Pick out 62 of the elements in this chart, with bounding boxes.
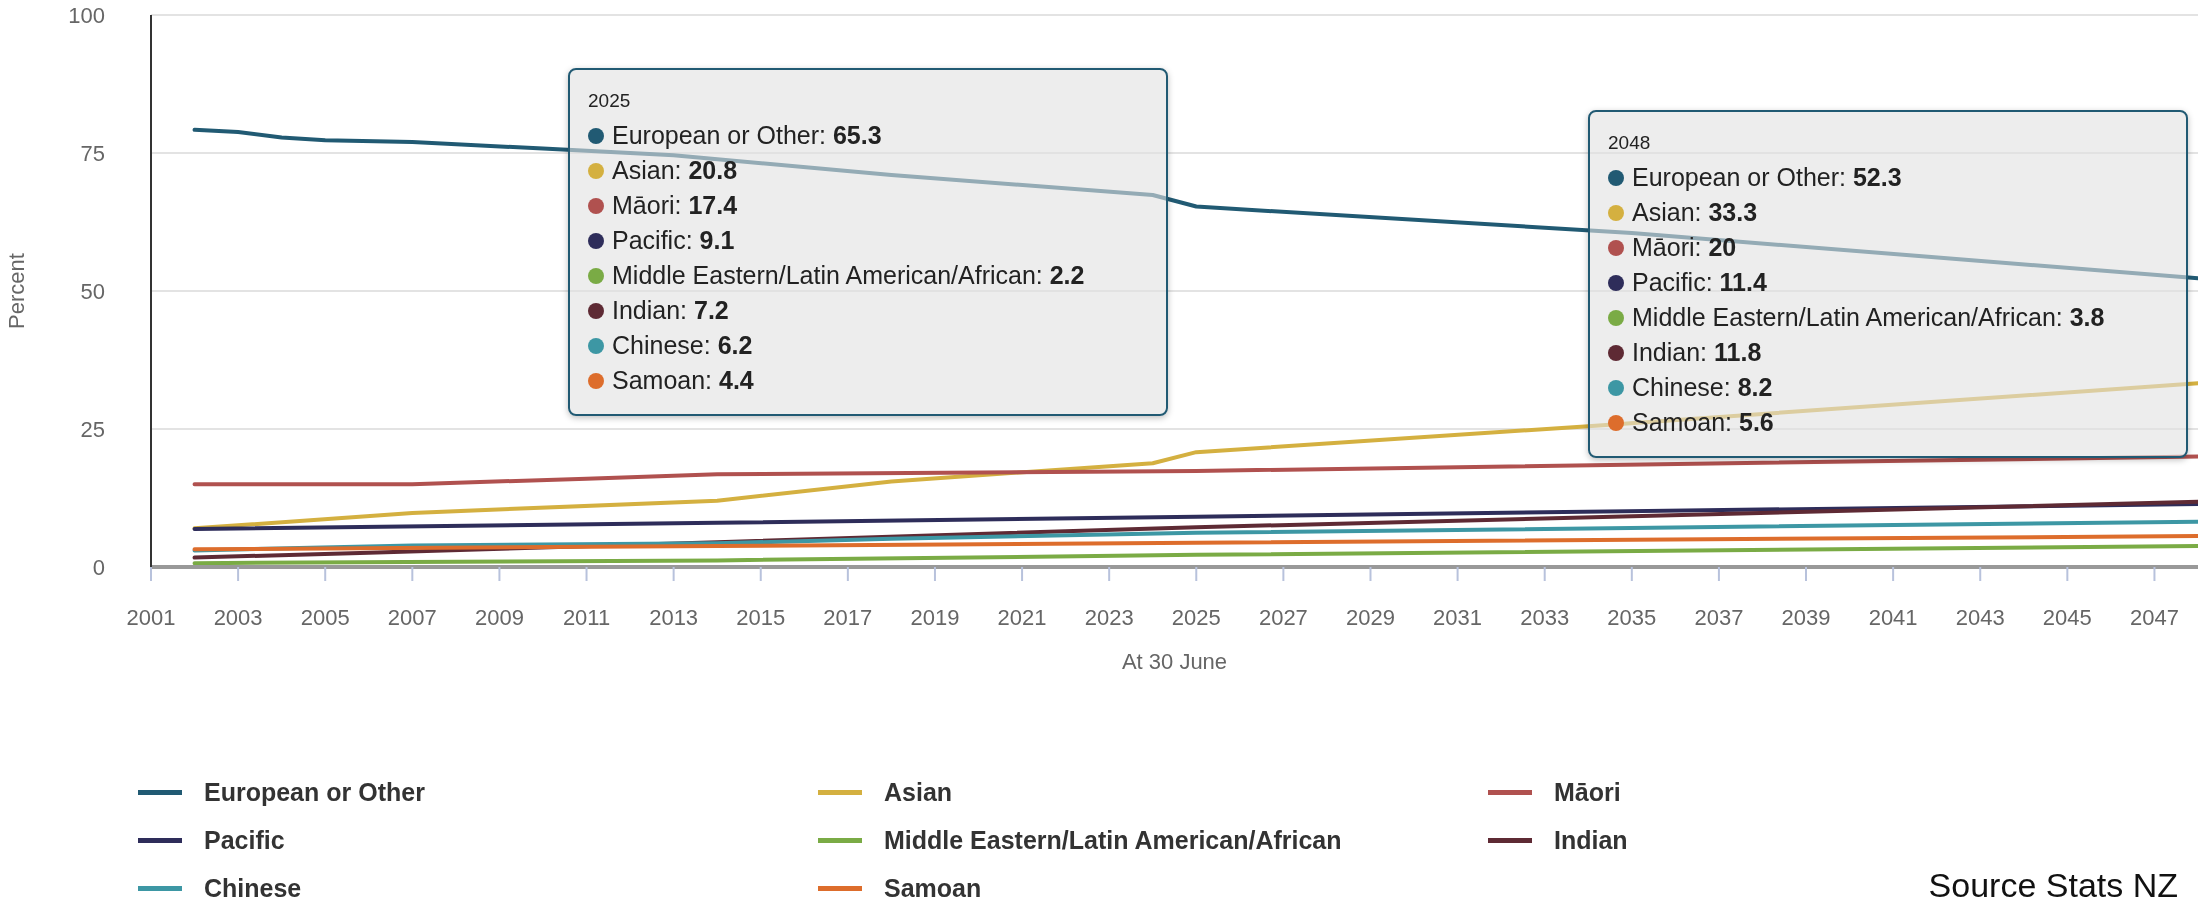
- x-tick-label: 2005: [300, 604, 350, 630]
- x-tick-label: 2023: [1084, 604, 1134, 630]
- x-tick-label: 2037: [1694, 604, 1744, 630]
- legend-label: Middle Eastern/Latin American/African: [883, 826, 1342, 855]
- x-tick-label: 2009: [474, 604, 524, 630]
- y-axis-title: Percent: [3, 253, 29, 329]
- x-tick-label: 2031: [1433, 604, 1483, 630]
- x-tick-label: 2017: [823, 604, 873, 630]
- x-tick-label: 2045: [2042, 604, 2092, 630]
- x-tick-label: 2015: [736, 604, 786, 630]
- y-tick-label: 25: [80, 416, 105, 442]
- line-series: [192, 544, 2198, 566]
- x-tick-label: 2039: [1781, 604, 1831, 630]
- legend-label: Indian: [1553, 826, 1628, 855]
- x-tick-label: 2001: [126, 604, 176, 630]
- y-tick-label: 0: [92, 554, 105, 580]
- source-note: Source Stats NZ: [1928, 866, 2178, 905]
- annotation: Chinese: 6.2: [611, 330, 754, 361]
- legend-label: Asian: [883, 778, 953, 807]
- annotation: 2025: [588, 90, 632, 112]
- annotation: Middle Eastern/Latin American/African: 3.8: [1631, 302, 2106, 333]
- annotation: Pacific: 9.1: [611, 225, 736, 256]
- x-tick-label: 2025: [1171, 604, 1221, 630]
- legend-label: Māori: [1553, 778, 1621, 807]
- annotation: Indian: 11.8: [1631, 337, 1763, 368]
- x-tick-label: 2003: [213, 604, 263, 630]
- y-tick-label: 50: [80, 278, 105, 304]
- x-tick-label: 2047: [2129, 604, 2179, 630]
- annotation: 2048: [1608, 132, 1652, 154]
- annotation: European or Other: 65.3: [611, 120, 883, 151]
- y-tick-label: 75: [80, 140, 105, 166]
- annotation: Pacific: 11.4: [1631, 267, 1768, 298]
- annotation: Māori: 20: [1631, 232, 1738, 263]
- x-tick-label: 2029: [1346, 604, 1395, 630]
- y-tick-label: 100: [68, 2, 105, 28]
- line-series: [192, 534, 2198, 552]
- x-axis-title: At 30 June: [1121, 648, 1228, 674]
- annotation: Middle Eastern/Latin American/African: 2.2: [611, 260, 1086, 291]
- annotation: Asian: 20.8: [611, 155, 739, 186]
- x-tick-label: 2041: [1868, 604, 1918, 630]
- x-tick-label: 2021: [997, 604, 1047, 630]
- x-tick-label: 2011: [562, 604, 611, 630]
- x-tick-label: 2019: [910, 604, 960, 630]
- legend-label: European or Other: [203, 778, 425, 807]
- x-tick-label: 2043: [1955, 604, 2005, 630]
- legend-label: Pacific: [203, 826, 285, 855]
- annotation: Indian: 7.2: [611, 295, 730, 326]
- x-tick-label: 2007: [387, 604, 437, 630]
- annotation: Asian: 33.3: [1631, 197, 1759, 228]
- x-tick-label: 2013: [649, 604, 699, 630]
- legend-label: Chinese: [203, 874, 302, 903]
- annotation: Samoan: 4.4: [611, 365, 755, 396]
- annotation: European or Other: 52.3: [1631, 162, 1903, 193]
- legend-label: Samoan: [883, 874, 982, 903]
- line-series: [192, 454, 2198, 487]
- x-tick-label: 2033: [1520, 604, 1570, 630]
- annotation: Samoan: 5.6: [1631, 407, 1775, 438]
- annotation: Chinese: 8.2: [1631, 372, 1774, 403]
- x-tick-label: 2027: [1258, 604, 1308, 630]
- line-series: [192, 519, 2198, 553]
- x-tick-label: 2035: [1607, 604, 1657, 630]
- annotation: Māori: 17.4: [611, 190, 739, 221]
